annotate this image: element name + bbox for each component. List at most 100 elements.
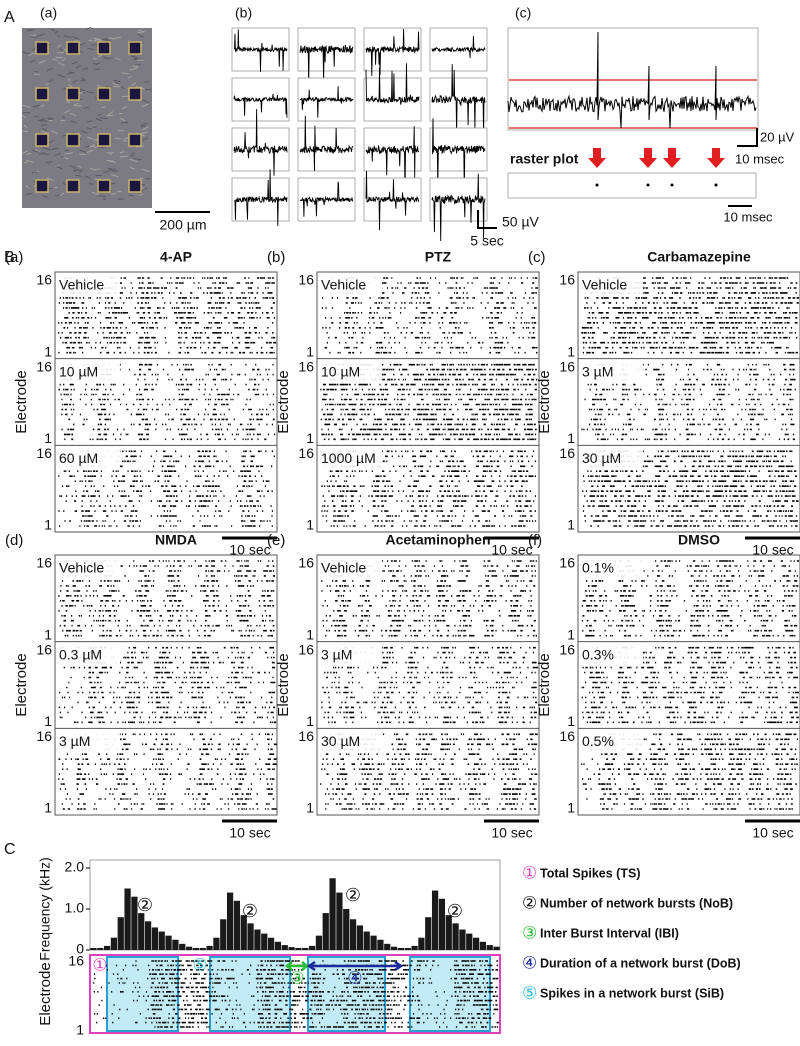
bar	[350, 919, 356, 950]
texture	[54, 187, 57, 188]
raster-dot	[671, 184, 674, 187]
condition-label: Vehicle	[582, 277, 627, 293]
plot-title: Acetaminophen	[385, 532, 490, 548]
y-tick-label: 16	[298, 555, 314, 571]
y-tick-label: 1	[306, 800, 314, 816]
bar	[261, 934, 267, 950]
bar	[418, 938, 424, 950]
bar	[138, 913, 144, 950]
bar	[384, 944, 390, 950]
electrode	[67, 42, 79, 54]
scale-label: 10 msec	[723, 209, 773, 224]
bar	[90, 948, 96, 950]
y-tick-label: 1	[44, 800, 52, 816]
y-tick-label: 16	[559, 445, 575, 461]
y-tick-label: 1	[44, 343, 52, 359]
electrode	[36, 134, 48, 146]
bar	[391, 947, 397, 950]
legend-marker: ④	[522, 953, 537, 972]
bar	[295, 948, 301, 950]
condition-label: 10 µM	[59, 363, 98, 379]
scale-label: 10 sec	[752, 825, 793, 841]
y-tick-label: 16	[298, 272, 314, 288]
condition-label: 0.3%	[582, 646, 614, 662]
annotation: ②	[447, 901, 463, 921]
y-tick-label: 16	[298, 641, 314, 657]
y-axis-label: Electrode	[13, 653, 30, 716]
y-axis-label: Electrode	[536, 370, 553, 433]
texture	[118, 130, 125, 131]
subpanel-label: (b)	[267, 249, 285, 266]
condition-label: 0.5%	[582, 733, 614, 749]
raster-box	[317, 555, 539, 815]
y-tick-label: 1.0	[65, 900, 85, 916]
y-axis-label: Electrode	[37, 962, 54, 1025]
y-axis-label: Electrode	[13, 370, 30, 433]
marker: ④	[347, 968, 362, 987]
bar	[432, 891, 438, 950]
y-tick-label: 1	[76, 1022, 84, 1038]
subpanel-label: (a)	[5, 249, 23, 266]
y-tick-label: 2.0	[65, 859, 85, 875]
condition-label: 3 µM	[59, 733, 90, 749]
trace	[432, 64, 485, 137]
condition-label: Vehicle	[321, 560, 366, 576]
bar	[186, 947, 192, 950]
bar	[282, 945, 288, 950]
condition-label: Vehicle	[321, 277, 366, 293]
bar	[493, 947, 499, 950]
y-tick-label: 1	[44, 430, 52, 446]
texture	[135, 64, 141, 65]
electrode	[129, 88, 141, 100]
raster-dot	[596, 184, 599, 187]
bar	[152, 927, 158, 950]
electrode	[36, 42, 48, 54]
condition-label: 10 µM	[321, 363, 360, 379]
arrow	[663, 148, 681, 168]
y-tick-label: 16	[36, 728, 52, 744]
electrode	[67, 180, 79, 192]
plot-title: PTZ	[425, 249, 452, 265]
y-tick-label: 16	[298, 728, 314, 744]
y-tick-label: 16	[36, 272, 52, 288]
y-tick-label: 16	[559, 272, 575, 288]
bar	[329, 878, 335, 950]
y-tick-label: 1	[306, 626, 314, 642]
legend-text: Spikes in a network burst (SiB)	[540, 986, 724, 1000]
y-tick-label: 1	[567, 626, 575, 642]
y-tick-label: 16	[68, 953, 84, 969]
bar	[227, 893, 233, 950]
legend-text: Number of network bursts (NoB)	[540, 896, 733, 910]
y-tick-label: 16	[559, 555, 575, 571]
bar	[316, 936, 322, 950]
bar	[145, 921, 151, 950]
y-tick-label: 1	[306, 517, 314, 533]
y-tick-label: 1	[567, 800, 575, 816]
electrode	[98, 134, 110, 146]
raster-dot	[715, 184, 718, 187]
bar	[234, 901, 240, 950]
condition-label: 30 µM	[321, 733, 360, 749]
y-tick-label: 16	[36, 445, 52, 461]
legend-text: Total Spikes (TS)	[540, 866, 640, 880]
electrode	[129, 180, 141, 192]
annotation: ②	[137, 895, 153, 915]
y-tick-label: 1	[44, 517, 52, 533]
annotation: ②	[242, 901, 258, 921]
scale-label: 10 msec	[735, 151, 785, 166]
scale-label: 5 sec	[470, 233, 503, 249]
raster-dot	[647, 184, 650, 187]
electrode	[129, 134, 141, 146]
bar	[275, 942, 281, 950]
electrode	[98, 180, 110, 192]
condition-label: 60 µM	[59, 450, 98, 466]
y-tick-label: 1	[44, 626, 52, 642]
bar	[104, 946, 110, 950]
legend-marker: ③	[522, 923, 537, 942]
bar	[302, 948, 308, 950]
condition-label: 0.3 µM	[59, 646, 102, 662]
bar	[425, 917, 431, 950]
bar	[200, 948, 206, 950]
condition-label: 30 µM	[582, 450, 621, 466]
legend-marker: ①	[522, 863, 537, 882]
